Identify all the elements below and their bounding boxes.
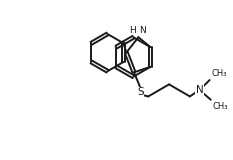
Text: CH₃: CH₃: [212, 69, 227, 78]
Text: CH₃: CH₃: [213, 102, 228, 111]
Text: N: N: [196, 85, 204, 95]
Text: S: S: [137, 87, 144, 97]
Text: N: N: [139, 26, 146, 35]
Text: H: H: [130, 26, 136, 35]
